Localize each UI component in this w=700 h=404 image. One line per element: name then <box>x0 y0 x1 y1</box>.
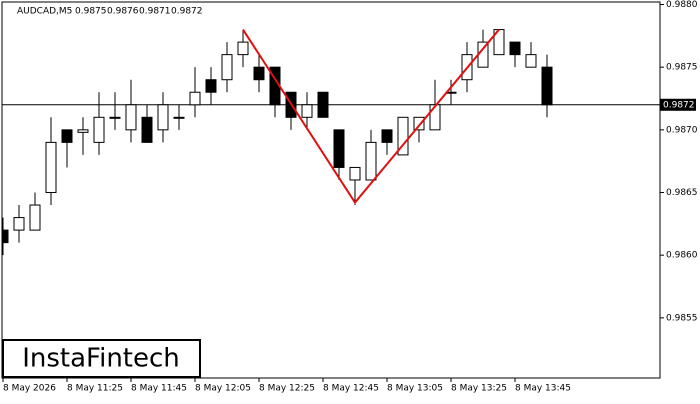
candle-body <box>349 166 361 181</box>
plot-frame <box>1 1 661 379</box>
candle-body <box>301 104 313 118</box>
y-tick-label: 0.9870 <box>666 125 698 135</box>
last-price-label: 0.9872 <box>663 100 695 110</box>
candle-body <box>253 66 265 81</box>
candle-body <box>525 54 537 68</box>
x-tick-label: 8 May 12:45 <box>323 384 379 394</box>
candle-body <box>429 104 441 131</box>
candle-body <box>237 41 249 56</box>
y-tick-label: 0.9880 <box>666 0 698 10</box>
x-tick-label: 8 May 13:45 <box>515 384 571 394</box>
candle-body <box>93 116 105 143</box>
x-tick-label: 8 May 11:45 <box>131 384 187 394</box>
y-tick-label: 0.9855 <box>666 313 698 323</box>
candle-body <box>173 116 185 119</box>
watermark: InstaFintech <box>22 344 180 374</box>
candle-body <box>221 54 233 81</box>
header-value: 0.9876 <box>107 7 139 17</box>
candle-body <box>365 141 377 181</box>
header-value: 0.9872 <box>171 7 203 17</box>
candle-body <box>61 129 73 143</box>
y-tick-label: 0.9860 <box>666 251 698 261</box>
x-tick-label: 8 May 11:25 <box>67 384 123 394</box>
candle-body <box>77 129 89 133</box>
candle-body <box>125 104 137 131</box>
candle-body <box>509 41 521 56</box>
candle-body <box>397 116 409 156</box>
pattern-line <box>242 28 500 205</box>
x-tick-label: 8 May 12:25 <box>259 384 315 394</box>
x-tick-label: 8 May 12:05 <box>195 384 251 394</box>
candle-body <box>13 217 25 231</box>
candle-body <box>333 129 345 168</box>
candle-body <box>29 204 41 231</box>
candle-body <box>317 91 329 118</box>
watermark-box <box>2 339 201 378</box>
candle-body <box>157 104 169 131</box>
candle-body <box>141 116 153 143</box>
header-value: 0.9871 <box>139 7 171 17</box>
y-tick-label: 0.9865 <box>666 188 698 198</box>
x-tick-label: 8 May 2026 <box>3 384 56 394</box>
header-value: 0.9875 <box>75 7 107 17</box>
symbol: AUDCAD,M5 <box>17 7 72 17</box>
x-tick-label: 8 May 13:25 <box>451 384 507 394</box>
y-tick-label: 0.9875 <box>666 63 698 73</box>
candle-body <box>2 229 9 244</box>
candle-body <box>413 116 425 131</box>
candle-body <box>189 91 201 106</box>
candle-body <box>45 141 57 194</box>
candle-body <box>381 129 393 143</box>
plot <box>2 28 660 256</box>
candle-body <box>541 66 553 106</box>
candle-body <box>109 116 121 119</box>
x-tick-label: 8 May 13:05 <box>387 384 443 394</box>
candle-body <box>205 79 217 93</box>
last-price-box <box>660 98 696 111</box>
